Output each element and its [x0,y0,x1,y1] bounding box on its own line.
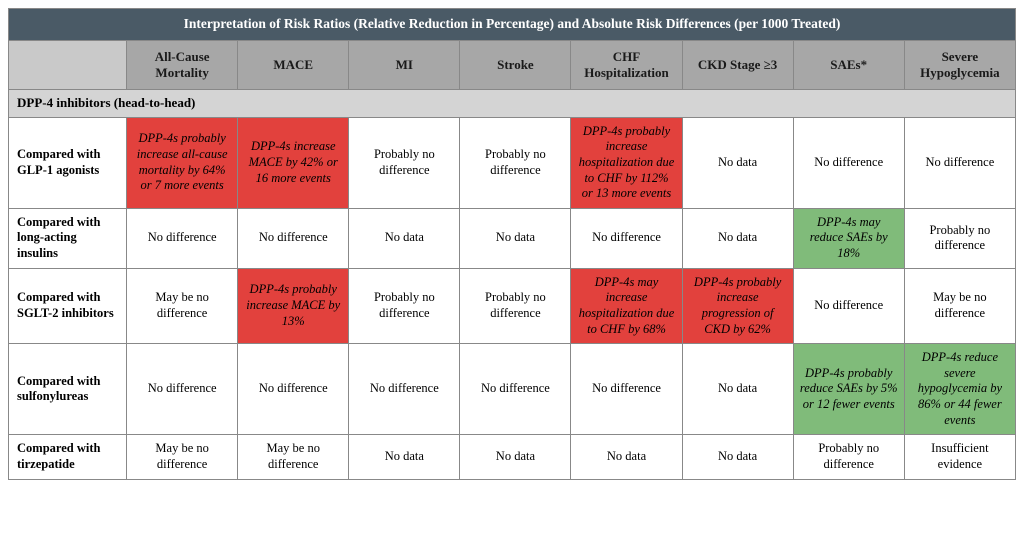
data-cell: Probably no difference [349,268,460,344]
corner-cell [9,40,127,90]
data-cell: DPP-4s probably increase MACE by 13% [238,268,349,344]
data-cell: No difference [904,117,1015,208]
data-cell: No data [682,117,793,208]
col-header: CHF Hospitalization [571,40,682,90]
data-cell: No difference [349,344,460,435]
data-cell: No difference [238,344,349,435]
data-cell: Probably no difference [460,117,571,208]
table-row: Compared with GLP-1 agonistsDPP-4s proba… [9,117,1016,208]
data-cell: No data [460,208,571,268]
data-cell: May be no difference [127,435,238,479]
data-cell: DPP-4s probably increase hospitalization… [571,117,682,208]
row-label: Compared with GLP-1 agonists [9,117,127,208]
data-cell: No data [682,435,793,479]
data-cell: No difference [127,344,238,435]
data-cell: DPP-4s reduce severe hypoglycemia by 86%… [904,344,1015,435]
data-cell: May be no difference [904,268,1015,344]
data-cell: Probably no difference [793,435,904,479]
col-header: Severe Hypoglycemia [904,40,1015,90]
data-cell: No data [682,344,793,435]
col-header: MI [349,40,460,90]
data-cell: No difference [238,208,349,268]
data-cell: DPP-4s may increase hospitalization due … [571,268,682,344]
table-body: DPP-4 inhibitors (head-to-head) Compared… [9,90,1016,479]
data-cell: No data [349,435,460,479]
table-row: Compared with sulfonylureasNo difference… [9,344,1016,435]
header-row: All-Cause Mortality MACE MI Stroke CHF H… [9,40,1016,90]
data-cell: No difference [127,208,238,268]
col-header: Stroke [460,40,571,90]
risk-table: Interpretation of Risk Ratios (Relative … [8,8,1016,480]
data-cell: DPP-4s probably increase all-cause morta… [127,117,238,208]
table-row: Compared with tirzepatideMay be no diffe… [9,435,1016,479]
data-cell: No difference [460,344,571,435]
data-cell: No data [571,435,682,479]
data-cell: No difference [793,117,904,208]
data-cell: Insufficient evidence [904,435,1015,479]
col-header: MACE [238,40,349,90]
data-cell: DPP-4s probably increase progression of … [682,268,793,344]
data-cell: No data [460,435,571,479]
data-cell: No difference [793,268,904,344]
data-cell: DPP-4s probably reduce SAEs by 5% or 12 … [793,344,904,435]
section-row: DPP-4 inhibitors (head-to-head) [9,90,1016,117]
data-cell: No difference [571,344,682,435]
col-header: CKD Stage ≥3 [682,40,793,90]
data-cell: DPP-4s increase MACE by 42% or 16 more e… [238,117,349,208]
row-label: Compared with sulfonylureas [9,344,127,435]
row-label: Compared with tirzepatide [9,435,127,479]
table-row: Compared with SGLT-2 inhibitorsMay be no… [9,268,1016,344]
data-cell: Probably no difference [904,208,1015,268]
title-row: Interpretation of Risk Ratios (Relative … [9,9,1016,41]
data-cell: Probably no difference [349,117,460,208]
table-row: Compared with long-acting insulinsNo dif… [9,208,1016,268]
section-label: DPP-4 inhibitors (head-to-head) [9,90,1016,117]
data-cell: Probably no difference [460,268,571,344]
data-cell: No difference [571,208,682,268]
data-cell: No data [682,208,793,268]
data-cell: May be no difference [127,268,238,344]
row-label: Compared with long-acting insulins [9,208,127,268]
col-header: All-Cause Mortality [127,40,238,90]
data-cell: No data [349,208,460,268]
data-cell: DPP-4s may reduce SAEs by 18% [793,208,904,268]
table-title: Interpretation of Risk Ratios (Relative … [9,9,1016,41]
data-cell: May be no difference [238,435,349,479]
row-label: Compared with SGLT-2 inhibitors [9,268,127,344]
col-header: SAEs* [793,40,904,90]
